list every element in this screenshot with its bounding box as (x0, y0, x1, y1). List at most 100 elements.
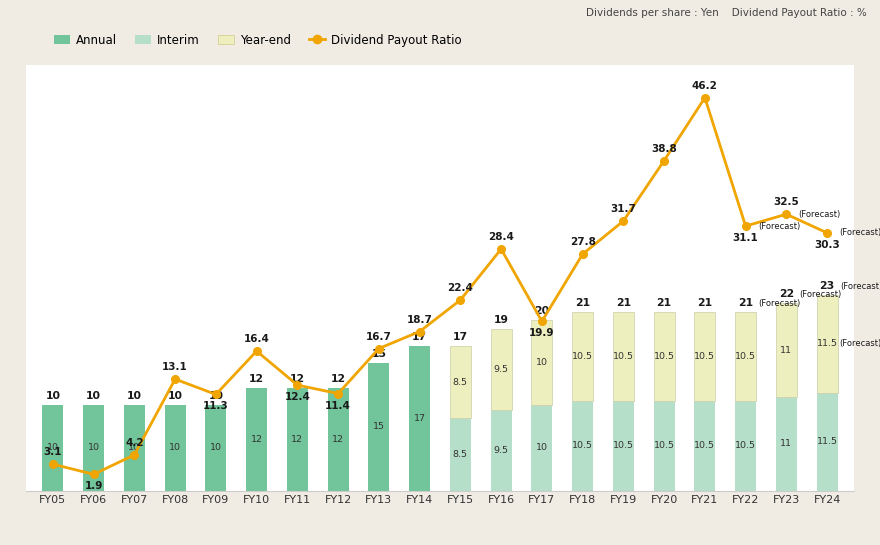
Text: 10: 10 (536, 444, 548, 452)
Text: 17: 17 (453, 332, 468, 342)
Text: 12: 12 (249, 374, 264, 384)
Text: 10.5: 10.5 (612, 352, 634, 361)
Text: 11: 11 (781, 346, 792, 355)
Text: (Forecast): (Forecast) (840, 282, 880, 290)
Text: 12: 12 (332, 435, 344, 444)
Bar (776, 397, 797, 490)
Text: 12.4: 12.4 (284, 392, 311, 402)
Text: 20: 20 (534, 306, 549, 316)
Bar (83, 405, 104, 490)
Text: 1.9: 1.9 (84, 481, 103, 491)
Text: 8.5: 8.5 (453, 378, 468, 386)
Text: 21: 21 (575, 298, 590, 308)
Text: 12: 12 (251, 435, 262, 444)
Text: 10.5: 10.5 (612, 441, 634, 450)
Text: 4.2: 4.2 (125, 438, 143, 448)
Text: 11: 11 (781, 439, 792, 448)
Bar (532, 405, 553, 490)
Text: 10: 10 (46, 391, 61, 401)
Text: 11.4: 11.4 (326, 401, 351, 410)
Text: (Forecast): (Forecast) (840, 228, 880, 238)
Text: 12: 12 (290, 374, 305, 384)
Text: 9.5: 9.5 (494, 365, 509, 374)
Bar (369, 363, 390, 490)
Text: 16.7: 16.7 (366, 331, 392, 342)
Text: 10.5: 10.5 (654, 441, 675, 450)
Text: 21: 21 (738, 298, 753, 308)
Text: 31.1: 31.1 (733, 233, 759, 243)
Text: 11.5: 11.5 (817, 340, 838, 348)
Text: 31.7: 31.7 (611, 204, 636, 214)
Bar (654, 312, 675, 401)
Text: 10: 10 (210, 444, 222, 452)
Bar (694, 312, 715, 401)
Text: 10.5: 10.5 (572, 352, 593, 361)
Bar (124, 405, 145, 490)
Text: 13.1: 13.1 (162, 362, 188, 372)
Bar (490, 329, 511, 410)
Bar (735, 401, 756, 490)
Text: 19: 19 (494, 314, 509, 325)
Text: 17: 17 (414, 414, 426, 423)
Text: 11.3: 11.3 (203, 401, 229, 411)
Text: 23: 23 (819, 281, 835, 290)
Bar (490, 410, 511, 490)
Text: 32.5: 32.5 (774, 197, 799, 207)
Bar (817, 393, 838, 490)
Text: 12: 12 (291, 435, 304, 444)
Text: 17: 17 (412, 332, 427, 342)
Bar (450, 418, 471, 490)
Text: 10.5: 10.5 (735, 441, 756, 450)
Text: 19.9: 19.9 (529, 328, 554, 338)
Text: 18.7: 18.7 (407, 314, 433, 325)
Text: 38.8: 38.8 (651, 144, 677, 154)
Text: 10.5: 10.5 (694, 352, 715, 361)
Text: 10: 10 (86, 391, 101, 401)
Bar (735, 312, 756, 401)
Text: 8.5: 8.5 (453, 450, 468, 459)
Text: 46.2: 46.2 (692, 81, 718, 91)
Text: 12: 12 (331, 374, 346, 384)
Text: 3.1: 3.1 (44, 447, 62, 457)
Bar (694, 401, 715, 490)
Text: (Forecast): (Forecast) (799, 290, 841, 299)
Text: 21: 21 (656, 298, 671, 308)
Bar (817, 295, 838, 393)
Bar (572, 401, 593, 490)
Text: (Forecast): (Forecast) (798, 210, 840, 219)
Bar (327, 389, 348, 490)
Bar (450, 346, 471, 418)
Text: 22.4: 22.4 (447, 283, 473, 293)
Bar (409, 346, 430, 490)
Text: 9.5: 9.5 (494, 446, 509, 455)
Legend: Annual, Interim, Year-end, Dividend Payout Ratio: Annual, Interim, Year-end, Dividend Payo… (49, 29, 466, 51)
Bar (42, 405, 63, 490)
Text: 11.5: 11.5 (817, 437, 838, 446)
Text: (Forecast): (Forecast) (758, 222, 800, 231)
Text: 16.4: 16.4 (244, 334, 269, 344)
Bar (532, 320, 553, 405)
Bar (572, 312, 593, 401)
Text: 15: 15 (373, 422, 385, 431)
Text: 10: 10 (169, 444, 181, 452)
Text: 21: 21 (697, 298, 713, 308)
Text: Dividends per share : Yen    Dividend Payout Ratio : %: Dividends per share : Yen Dividend Payou… (586, 8, 867, 18)
Text: 10.5: 10.5 (654, 352, 675, 361)
Bar (165, 405, 186, 490)
Bar (287, 389, 308, 490)
Text: 10: 10 (88, 444, 99, 452)
Text: 10: 10 (209, 391, 224, 401)
Text: (Forecast): (Forecast) (759, 299, 801, 308)
Bar (246, 389, 268, 490)
Text: (Forecast): (Forecast) (840, 340, 880, 348)
Bar (205, 405, 226, 490)
Text: 10: 10 (128, 444, 141, 452)
Text: 10: 10 (167, 391, 183, 401)
Bar (612, 312, 634, 401)
Text: 10: 10 (127, 391, 142, 401)
Text: 10.5: 10.5 (572, 441, 593, 450)
Text: 21: 21 (616, 298, 631, 308)
Bar (612, 401, 634, 490)
Bar (654, 401, 675, 490)
Text: 28.4: 28.4 (488, 232, 514, 242)
